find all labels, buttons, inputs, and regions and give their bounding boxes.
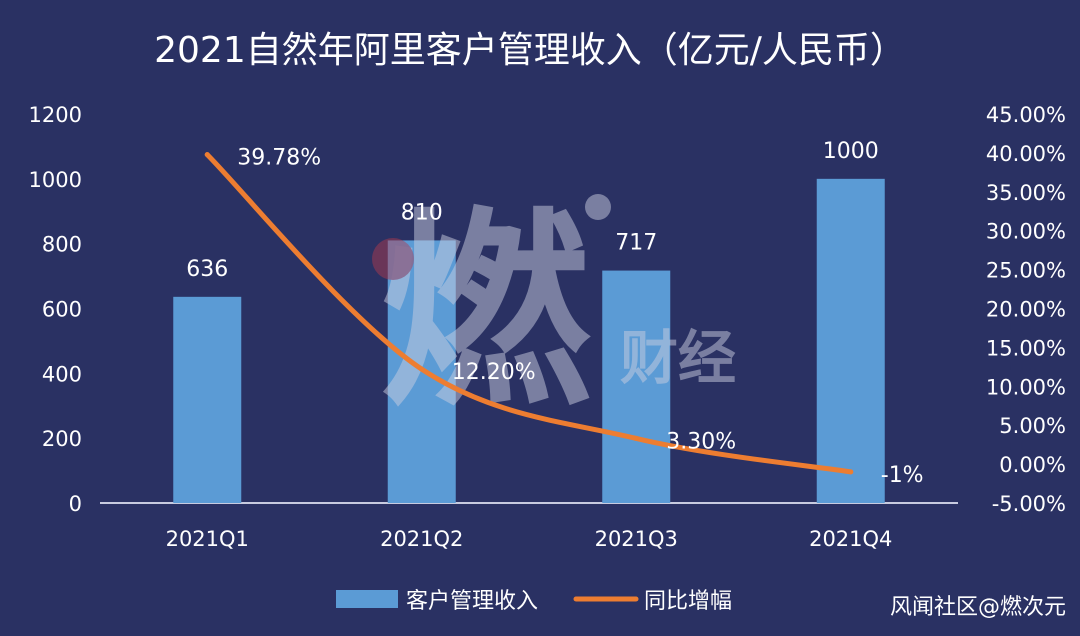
right-axis-tick-label: 20.00%: [986, 298, 1066, 322]
left-axis-tick-label: 1200: [29, 103, 82, 127]
left-axis-tick-label: 200: [42, 427, 82, 451]
line-point: [633, 435, 639, 441]
left-axis-tick-label: 1000: [29, 168, 82, 192]
bar-data-label: 717: [615, 231, 657, 256]
right-axis-tick-label: 45.00%: [986, 103, 1066, 127]
left-axis-tick-label: 0: [69, 492, 82, 516]
line-data-label: -1%: [881, 463, 924, 488]
source-credit: 风闻社区@燃次元: [890, 595, 1066, 620]
line-data-labels: 39.78% 12.20% 3.30% -1%: [237, 146, 923, 488]
watermark-sub: 财经: [620, 324, 736, 392]
right-axis-tick-label: -5.00%: [992, 492, 1066, 516]
right-axis-tick-label: 10.00%: [986, 375, 1066, 399]
bar-data-label: 810: [401, 200, 443, 225]
right-axis-tick-label: 25.00%: [986, 259, 1066, 283]
watermark-dot-icon: [372, 238, 414, 280]
bar: [173, 296, 242, 503]
bar-data-label: 1000: [823, 139, 879, 164]
right-axis-tick-label: 5.00%: [999, 414, 1066, 438]
x-axis-ticks: 2021Q1 2021Q2 2021Q3 2021Q4: [166, 527, 893, 551]
x-axis-tick-label: 2021Q4: [809, 527, 892, 551]
line-point: [419, 366, 425, 372]
watermark-main: 燃: [380, 190, 591, 435]
bar: [602, 270, 671, 503]
right-axis-tick-label: 15.00%: [986, 336, 1066, 360]
legend-bar-swatch: [336, 590, 398, 608]
right-axis-tick-label: 40.00%: [986, 142, 1066, 166]
growth-line: [204, 152, 854, 475]
right-axis-ticks: -5.00% 0.00% 5.00% 10.00% 15.00% 20.00% 25.00%…: [986, 103, 1066, 516]
bar-data-labels: 636 810 717 1000: [186, 139, 879, 282]
watermark-small-dot-icon: [585, 194, 611, 220]
right-axis-tick-label: 0.00%: [999, 453, 1066, 477]
left-axis-tick-label: 600: [42, 298, 82, 322]
bar: [816, 178, 885, 504]
right-axis-tick-label: 30.00%: [986, 220, 1066, 244]
left-axis-tick-label: 800: [42, 233, 82, 257]
line-point: [204, 152, 210, 158]
x-axis-tick-label: 2021Q2: [380, 527, 463, 551]
left-axis-ticks: 0 200 400 600 800 1000 1200: [29, 103, 82, 516]
line-point: [848, 469, 854, 475]
line-data-label: 3.30%: [666, 429, 736, 454]
line-data-label: 12.20%: [452, 360, 536, 385]
line-data-label: 39.78%: [237, 146, 321, 171]
legend: 客户管理收入 同比增幅: [336, 589, 732, 614]
chart-title: 2021自然年阿里客户管理收入（亿元/人民币）: [154, 30, 906, 71]
line-series: [204, 152, 854, 475]
legend-bar-label: 客户管理收入: [406, 589, 538, 614]
left-axis-tick-label: 400: [42, 362, 82, 386]
watermark: 燃 财经: [372, 190, 736, 435]
legend-line-label: 同比增幅: [644, 589, 732, 614]
bar-data-label: 636: [186, 257, 228, 282]
x-axis-tick-label: 2021Q3: [595, 527, 678, 551]
x-axis-tick-label: 2021Q1: [166, 527, 249, 551]
right-axis-tick-label: 35.00%: [986, 181, 1066, 205]
